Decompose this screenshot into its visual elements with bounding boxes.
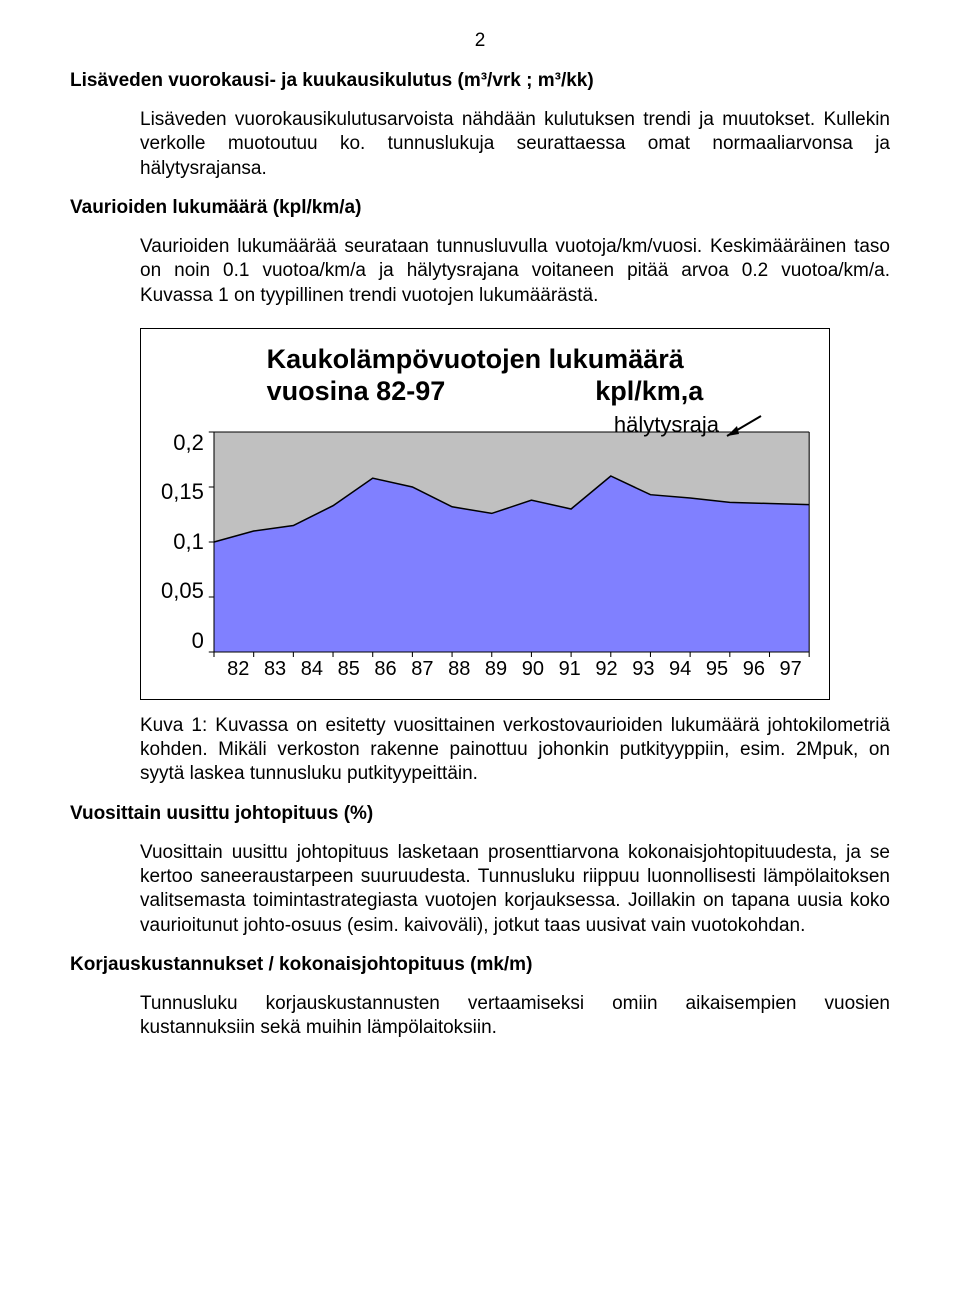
x-tick-label: 89 [478, 658, 515, 681]
y-tick-label: 0,1 [173, 531, 204, 553]
x-tick-label: 94 [662, 658, 699, 681]
chart-y-axis: 0,20,150,10,050 [161, 432, 214, 652]
x-tick-label: 97 [772, 658, 809, 681]
arrow-icon [719, 412, 779, 438]
heading-4: Korjauskustannukset / kokonaisjohtopituu… [70, 954, 890, 976]
x-tick-label: 95 [699, 658, 736, 681]
x-tick-label: 96 [735, 658, 772, 681]
y-tick-label: 0 [192, 630, 204, 652]
x-tick-label: 88 [441, 658, 478, 681]
x-tick-label: 83 [257, 658, 294, 681]
x-tick-label: 87 [404, 658, 441, 681]
x-tick-label: 82 [220, 658, 257, 681]
x-tick-label: 90 [514, 658, 551, 681]
y-tick-label: 0,15 [161, 481, 204, 503]
chart-plot-area [214, 432, 809, 652]
y-tick-label: 0,05 [161, 580, 204, 602]
page-number: 2 [70, 30, 890, 52]
chart-title: Kaukolämpövuotojen lukumäärä vuosina 82-… [267, 343, 704, 408]
figure-caption-1: Kuva 1: Kuvassa on esitetty vuosittainen… [140, 714, 890, 787]
x-tick-label: 84 [293, 658, 330, 681]
heading-1: Lisäveden vuorokausi- ja kuukausikulutus… [70, 70, 890, 92]
para-3: Vuosittain uusittu johtopituus lasketaan… [140, 841, 890, 938]
x-tick-label: 92 [588, 658, 625, 681]
chart-x-axis: 82838485868788899091929394959697 [214, 658, 809, 681]
chart-annotation-label: hälytysraja [614, 412, 719, 438]
chart-annotation-row: hälytysraja [161, 412, 809, 438]
para-1: Lisäveden vuorokausikulutusarvoista nähd… [140, 108, 890, 181]
x-tick-label: 85 [330, 658, 367, 681]
x-tick-label: 93 [625, 658, 662, 681]
heading-2: Vaurioiden lukumäärä (kpl/km/a) [70, 197, 890, 219]
para-4: Tunnusluku korjauskustannusten vertaamis… [140, 992, 890, 1041]
heading-3: Vuosittain uusittu johtopituus (%) [70, 803, 890, 825]
para-2: Vaurioiden lukumäärää seurataan tunnuslu… [140, 235, 890, 308]
x-tick-label: 91 [551, 658, 588, 681]
x-tick-label: 86 [367, 658, 404, 681]
page: 2 Lisäveden vuorokausi- ja kuukausikulut… [0, 0, 960, 1096]
chart-figure: Kaukolämpövuotojen lukumäärä vuosina 82-… [140, 328, 830, 700]
